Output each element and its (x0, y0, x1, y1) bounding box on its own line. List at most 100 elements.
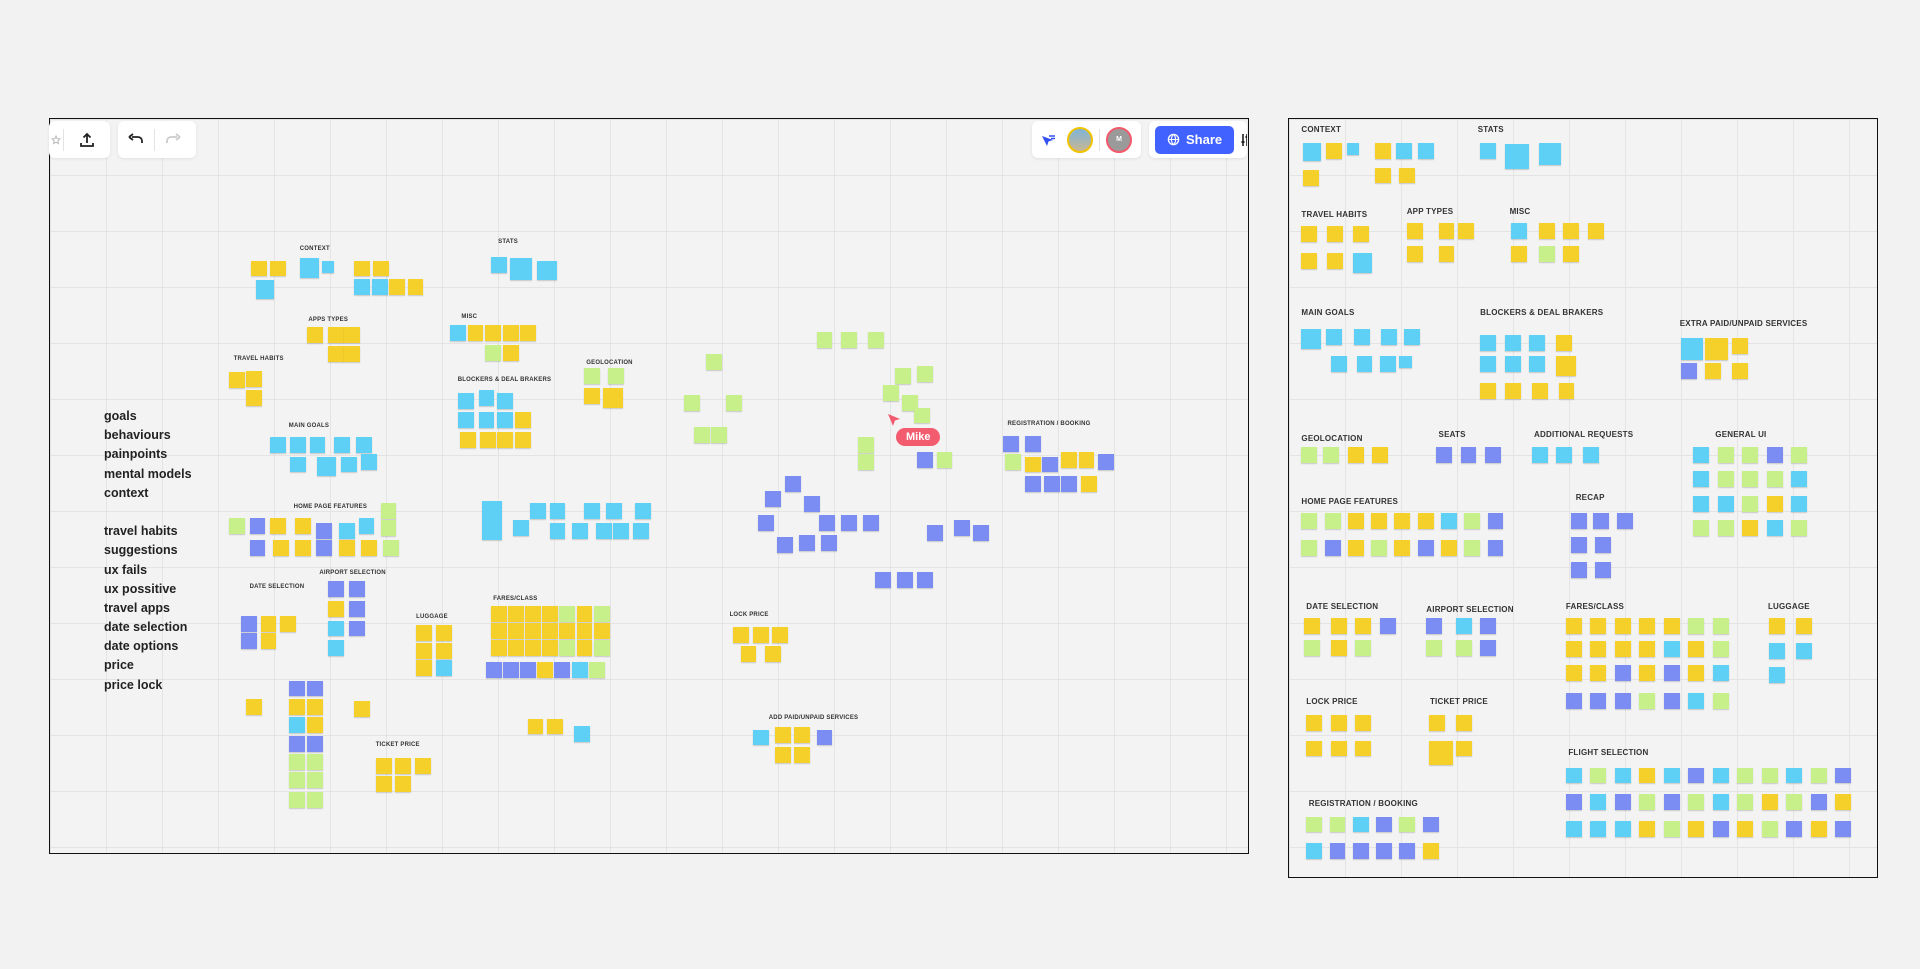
sticky-note[interactable] (1663, 767, 1680, 784)
sticky-note[interactable] (435, 642, 452, 659)
sticky-note[interactable] (343, 346, 360, 363)
sticky-note[interactable] (1595, 537, 1612, 554)
sticky-note[interactable] (1301, 226, 1318, 243)
sticky-note[interactable] (936, 451, 953, 468)
sticky-note[interactable] (916, 451, 933, 468)
sticky-note[interactable] (1347, 539, 1364, 556)
sticky-note[interactable] (348, 581, 365, 598)
sticky-note[interactable] (395, 757, 412, 774)
sticky-note[interactable] (1538, 143, 1561, 166)
sticky-note[interactable] (288, 792, 305, 808)
sticky-note[interactable] (973, 525, 990, 541)
sticky-note[interactable] (525, 605, 541, 622)
sticky-note[interactable] (752, 626, 769, 643)
sticky-note[interactable] (484, 345, 501, 361)
sticky-note[interactable] (894, 368, 911, 385)
sticky-note[interactable] (1480, 356, 1497, 372)
sticky-note[interactable] (228, 517, 245, 534)
sticky-note[interactable] (1614, 664, 1631, 681)
sticky-note[interactable] (525, 640, 541, 657)
sticky-note[interactable] (1303, 640, 1320, 657)
sticky-note[interactable] (490, 605, 507, 622)
sticky-note[interactable] (1352, 843, 1369, 860)
sticky-note[interactable] (1766, 471, 1783, 488)
sticky-note[interactable] (1712, 794, 1729, 811)
sticky-note[interactable] (799, 534, 816, 551)
sticky-note[interactable] (515, 412, 532, 429)
sticky-note[interactable] (348, 620, 365, 637)
sticky-note[interactable] (1301, 253, 1318, 270)
sticky-note[interactable] (1324, 539, 1341, 556)
sticky-note[interactable] (245, 370, 262, 387)
sticky-note[interactable] (1663, 618, 1680, 635)
sticky-note[interactable] (341, 456, 358, 473)
sticky-note[interactable] (307, 717, 324, 734)
sticky-note[interactable] (343, 326, 360, 343)
sticky-note[interactable] (510, 258, 533, 281)
sticky-note[interactable] (1301, 512, 1318, 529)
sticky-note[interactable] (1663, 641, 1680, 658)
sticky-note[interactable] (1399, 816, 1416, 833)
sticky-note[interactable] (1742, 520, 1759, 537)
sticky-note[interactable] (1786, 794, 1803, 811)
sticky-note[interactable] (1301, 329, 1321, 349)
sticky-note[interactable] (1688, 692, 1705, 709)
sticky-note[interactable] (559, 640, 576, 657)
sticky-note[interactable] (1732, 363, 1749, 380)
sticky-note[interactable] (1590, 664, 1607, 681)
sticky-note[interactable] (1352, 816, 1369, 833)
sticky-note[interactable] (1355, 640, 1372, 657)
sticky-note[interactable] (1565, 618, 1582, 635)
sticky-note[interactable] (593, 623, 610, 639)
sticky-note[interactable] (1639, 692, 1656, 709)
sticky-note[interactable] (559, 623, 576, 639)
sticky-note[interactable] (1078, 451, 1095, 468)
sticky-note[interactable] (1663, 664, 1680, 681)
sticky-note[interactable] (1556, 446, 1572, 463)
sticky-note[interactable] (288, 680, 305, 697)
sticky-note[interactable] (1587, 222, 1604, 239)
sticky-note[interactable] (1061, 476, 1078, 492)
sticky-note[interactable] (571, 522, 588, 539)
sticky-note[interactable] (1381, 329, 1397, 346)
sticky-note[interactable] (1712, 641, 1729, 658)
sticky-note[interactable] (1614, 821, 1631, 838)
sticky-note[interactable] (334, 436, 350, 453)
sticky-note[interactable] (288, 698, 305, 715)
sticky-note[interactable] (608, 368, 625, 385)
sticky-note[interactable] (407, 278, 424, 295)
sticky-note[interactable] (571, 662, 588, 679)
sticky-note[interactable] (260, 632, 277, 649)
sticky-note[interactable] (574, 725, 590, 742)
sticky-note[interactable] (1590, 618, 1607, 635)
sticky-note[interactable] (478, 412, 495, 429)
sticky-note[interactable] (902, 395, 919, 412)
sticky-note[interactable] (1455, 640, 1472, 657)
sticky-note[interactable] (1024, 435, 1041, 452)
sticky-note[interactable] (549, 503, 566, 519)
sticky-note[interactable] (1614, 767, 1631, 784)
sticky-note[interactable] (315, 539, 332, 556)
sticky-note[interactable] (725, 395, 742, 412)
sticky-note[interactable] (1441, 512, 1457, 529)
sticky-note[interactable] (542, 640, 559, 657)
sticky-note[interactable] (1791, 446, 1808, 463)
sticky-note[interactable] (1538, 245, 1555, 262)
sticky-note[interactable] (353, 278, 370, 295)
sticky-note[interactable] (327, 640, 344, 657)
sticky-note[interactable] (416, 625, 432, 642)
sticky-note[interactable] (1737, 821, 1754, 838)
sticky-note[interactable] (1766, 446, 1783, 463)
sticky-note[interactable] (288, 717, 305, 734)
sticky-note[interactable] (841, 515, 857, 532)
sticky-note[interactable] (482, 520, 502, 540)
sticky-note[interactable] (875, 571, 892, 588)
sticky-note[interactable] (467, 325, 484, 342)
sticky-note[interactable] (1732, 337, 1749, 354)
sticky-note[interactable] (435, 625, 452, 642)
sticky-note[interactable] (361, 454, 377, 470)
sticky-note[interactable] (1324, 512, 1341, 529)
avatar-m[interactable]: M (1106, 126, 1132, 153)
sticky-note[interactable] (1786, 767, 1803, 784)
sticky-note[interactable] (1480, 618, 1497, 635)
